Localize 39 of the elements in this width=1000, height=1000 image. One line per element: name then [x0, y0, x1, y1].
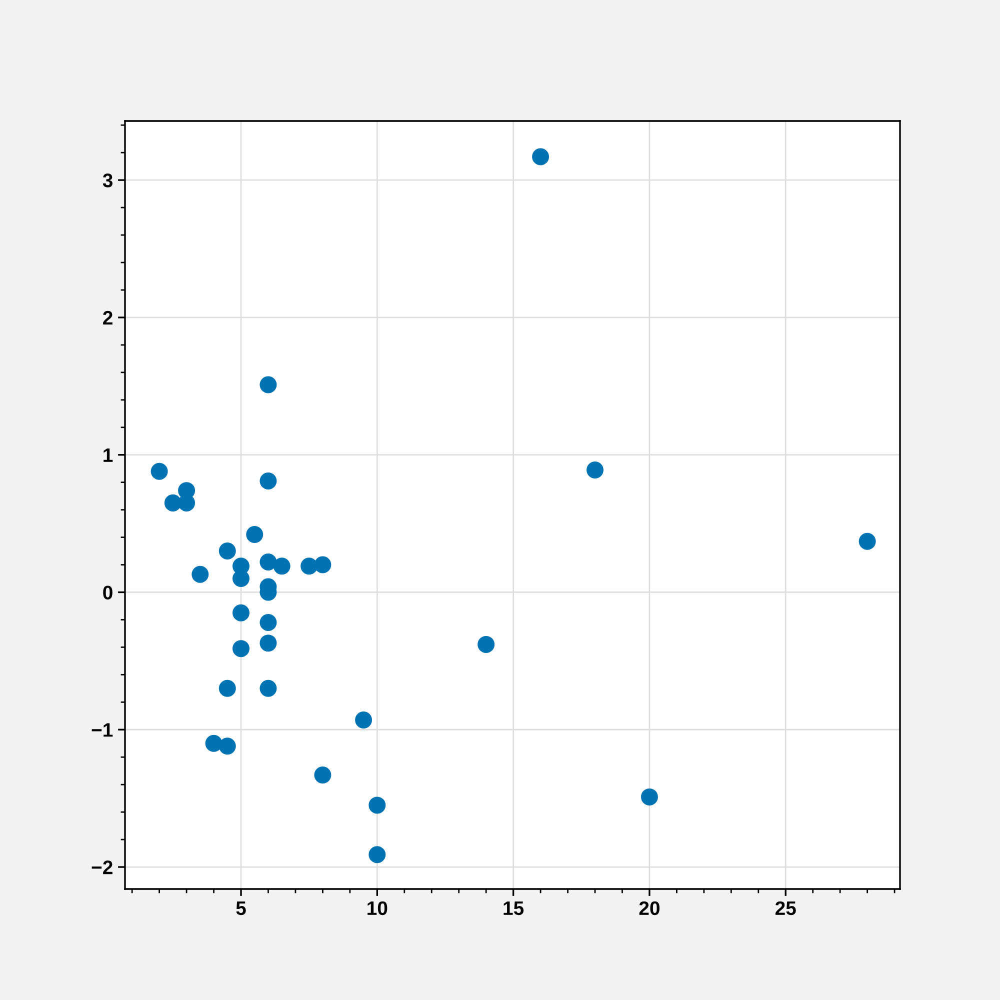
y-tick-label: 2 [103, 310, 112, 325]
point [150, 462, 168, 480]
point [300, 558, 318, 575]
y-tick-label: 1 [104, 448, 113, 462]
point [260, 554, 277, 571]
point [368, 846, 386, 864]
point [314, 766, 332, 784]
point [218, 542, 236, 560]
x-tick-label: 5 [236, 902, 246, 916]
point [232, 604, 250, 622]
point [218, 680, 236, 697]
point [355, 712, 372, 729]
y-tick-label: 0 [103, 586, 112, 600]
point [205, 734, 222, 752]
point [246, 526, 264, 544]
point [478, 636, 495, 653]
y-tick-label: 3 [102, 174, 112, 188]
point [586, 461, 604, 478]
y-tick-label: −2 [92, 860, 112, 874]
point [273, 558, 290, 575]
point [218, 738, 236, 755]
point [232, 640, 250, 658]
point [260, 680, 277, 697]
x-tick-label: 25 [775, 901, 796, 916]
point [192, 566, 209, 583]
point [260, 472, 277, 490]
point [260, 614, 277, 631]
point [858, 532, 876, 550]
point [232, 570, 250, 588]
x-tick-label: 15 [504, 902, 524, 916]
point [640, 788, 658, 806]
point [532, 148, 550, 166]
x-tick-label: 20 [639, 901, 660, 916]
point [260, 634, 277, 652]
x-tick-label: 10 [368, 901, 388, 916]
y-tick-label: −1 [92, 723, 113, 737]
point [314, 556, 332, 574]
point [260, 376, 277, 394]
point [368, 796, 386, 814]
